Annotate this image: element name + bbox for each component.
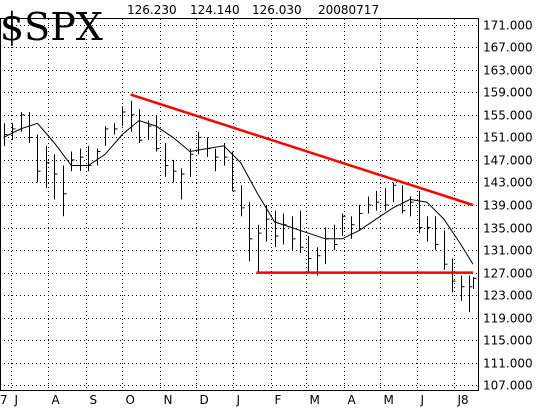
x-tick-label: A [348, 393, 357, 407]
y-tick-label: 147.000 [483, 154, 533, 168]
trendline [130, 93, 474, 207]
price-bars-layer [4, 100, 477, 313]
x-tick-label: S [90, 393, 98, 407]
y-tick-label: 111.000 [483, 357, 533, 371]
plot-frame [0, 18, 479, 391]
y-tick-label: 123.000 [483, 289, 533, 303]
x-axis: 7 J A S O N D J F M A M J J8 [0, 393, 469, 407]
moving-average-layer [3, 119, 474, 265]
x-tick-label: A [52, 393, 61, 407]
x-tick-label: J [236, 393, 241, 407]
y-tick-label: 159.000 [483, 86, 533, 100]
y-tick-label: 135.000 [483, 222, 533, 236]
x-tick-label: 7 [0, 393, 8, 407]
header-date: 20080717 [318, 3, 379, 17]
x-tick-label: J8 [457, 393, 469, 407]
x-tick-label: M [310, 393, 320, 407]
y-tick-label: 127.000 [483, 267, 533, 281]
y-tick-label: 139.000 [483, 199, 533, 213]
y-tick-label: 167.000 [483, 41, 533, 55]
y-tick-label: 151.000 [483, 131, 533, 145]
y-tick-label: 155.000 [483, 109, 533, 123]
y-tick-label: 119.000 [483, 312, 533, 326]
chart-header: $SPX 126.230 124.140 126.030 20080717 [0, 3, 379, 49]
y-axis: 107.000 111.000 115.000 119.000 123.000 127.0… [483, 19, 533, 393]
ohlc-value-high: 124.140 [190, 3, 240, 17]
y-tick-label: 171.000 [483, 19, 533, 33]
x-tick-label: O [126, 393, 135, 407]
x-tick-label: J [14, 393, 19, 407]
grid [0, 19, 479, 391]
y-tick-label: 143.000 [483, 176, 533, 190]
moving-average-line [3, 119, 474, 265]
x-tick-label: D [200, 393, 209, 407]
y-tick-label: 131.000 [483, 244, 533, 258]
y-tick-label: 107.000 [483, 379, 533, 393]
ohlc-value-open: 126.230 [127, 3, 177, 17]
x-tick-label: F [275, 393, 282, 407]
chart-title: $SPX [0, 5, 103, 49]
x-tick-label: M [384, 393, 394, 407]
y-tick-label: 163.000 [483, 64, 533, 78]
ohlc-value-close: 126.030 [252, 3, 302, 17]
y-tick-label: 115.000 [483, 334, 533, 348]
trendlines-layer [130, 93, 474, 274]
x-tick-label: N [164, 393, 173, 407]
x-tick-label: J [420, 393, 425, 407]
